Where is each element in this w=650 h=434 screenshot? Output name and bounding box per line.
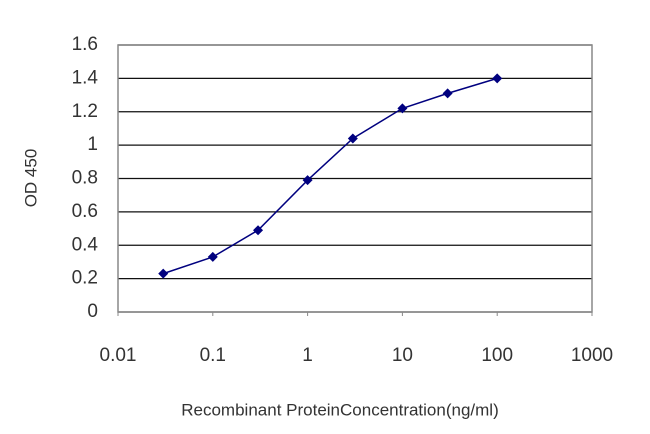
data-point — [397, 103, 408, 114]
y-tick-label: 0.2 — [72, 268, 98, 289]
data-point — [442, 88, 453, 99]
y-tick-label: 0.6 — [72, 201, 98, 222]
data-point — [492, 73, 503, 84]
data-point — [302, 175, 313, 186]
x-tick-label: 10 — [392, 345, 413, 366]
y-tick-label: 1 — [87, 134, 98, 155]
x-tick-label: 100 — [481, 345, 513, 366]
y-tick-label: 1.6 — [72, 34, 98, 55]
x-tick-label: 0.01 — [100, 345, 137, 366]
y-tick-label: 0.4 — [72, 234, 99, 255]
data-point — [207, 251, 218, 262]
data-point — [347, 133, 358, 144]
data-point — [158, 268, 169, 279]
y-axis-title: OD 450 — [21, 149, 40, 208]
data-line — [162, 77, 498, 275]
y-tick-label: 1.4 — [72, 67, 99, 88]
y-tick-label: 0.8 — [72, 168, 98, 189]
x-axis-title: Recombinant ProteinConcentration(ng/ml) — [181, 400, 499, 419]
x-tick-label: 1 — [302, 345, 313, 366]
y-tick-label: 0 — [87, 301, 98, 322]
y-tick-label: 1.2 — [72, 101, 98, 122]
plot-frame — [117, 44, 593, 313]
x-tick-label: 1000 — [571, 345, 613, 366]
data-point — [253, 225, 264, 236]
x-tick-label: 0.1 — [200, 345, 226, 366]
